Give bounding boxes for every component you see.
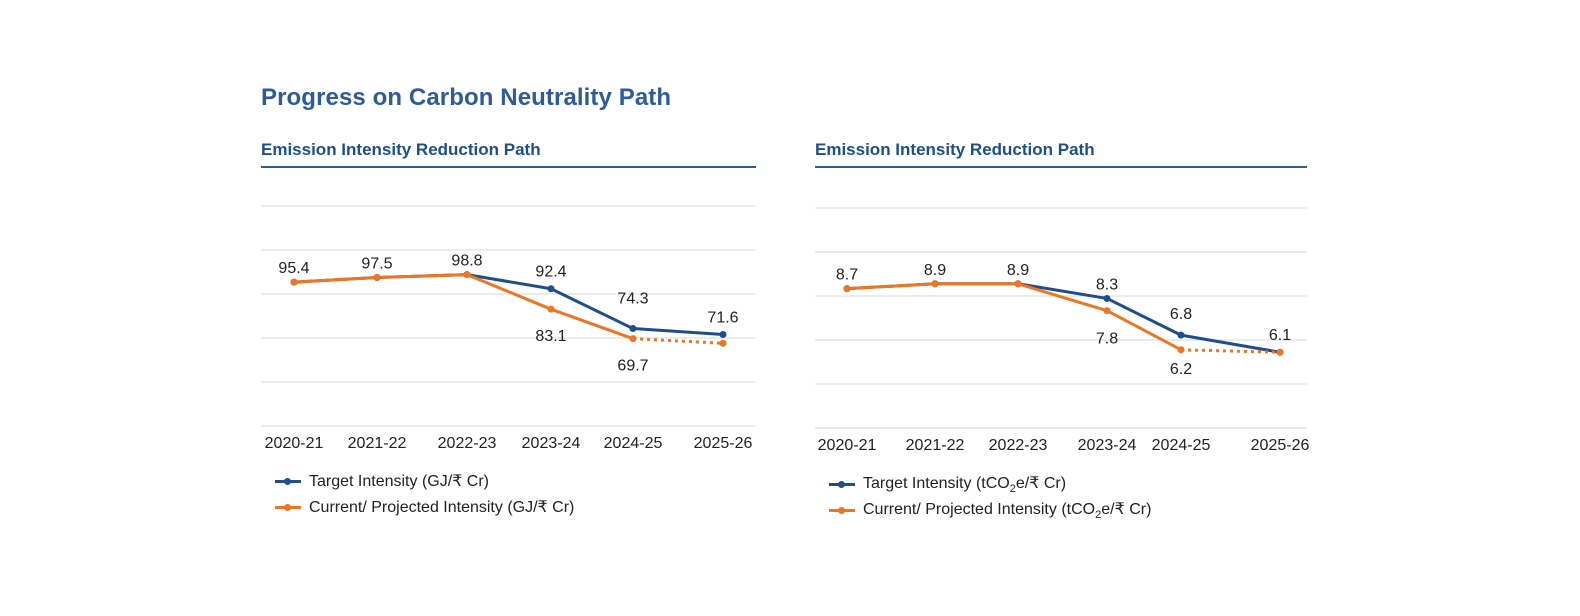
series-line-target — [846, 282, 1281, 354]
x-tick-label: 2025-26 — [1251, 437, 1310, 454]
data-label: 8.3 — [1096, 276, 1118, 293]
chart-legend: Target Intensity (tCO2e/₹ Cr) Current/ P… — [829, 471, 1151, 523]
x-tick-label: 2021-22 — [348, 435, 407, 452]
data-label: 8.9 — [924, 262, 946, 279]
data-point-target — [719, 330, 727, 338]
data-point-current — [931, 280, 939, 288]
data-label: 7.8 — [1096, 331, 1118, 348]
data-label: 95.4 — [278, 260, 309, 277]
legend-line-icon — [275, 501, 301, 513]
data-point-projected — [719, 339, 727, 347]
x-tick-label: 2023-24 — [522, 435, 581, 452]
x-tick-label: 2022-23 — [438, 435, 497, 452]
x-tick-label: 2020-21 — [265, 435, 324, 452]
legend-label: Target Intensity (tCO2e/₹ Cr) — [863, 474, 1067, 496]
series-line-target — [293, 273, 724, 336]
data-label: 6.8 — [1170, 306, 1192, 323]
data-point-target — [629, 325, 637, 333]
data-label: 97.5 — [361, 256, 392, 273]
x-tick-label: 2025-26 — [694, 435, 753, 452]
data-point-current — [373, 274, 381, 281]
data-point-target — [547, 285, 555, 293]
data-label: 98.8 — [451, 253, 482, 270]
series-line-projected — [1180, 348, 1281, 354]
legend-line-icon — [829, 478, 855, 490]
data-point-current — [290, 278, 298, 286]
data-point-current — [1177, 346, 1185, 354]
data-label: 74.3 — [617, 291, 648, 308]
data-label: 8.9 — [1007, 262, 1029, 279]
x-tick-label: 2024-25 — [604, 435, 663, 452]
legend-item-target[interactable]: Target Intensity (tCO2e/₹ Cr) — [829, 471, 1151, 497]
legend-line-icon — [829, 504, 855, 516]
legend-label: Current/ Projected Intensity (GJ/₹ Cr) — [309, 499, 575, 516]
legend-item-target[interactable]: Target Intensity (GJ/₹ Cr) — [275, 468, 574, 494]
chart-legend: Target Intensity (GJ/₹ Cr) Current/ Proj… — [275, 468, 574, 520]
chart-title: Emission Intensity Reduction Path — [261, 140, 756, 168]
chart-panel-energy: Emission Intensity Reduction Path 2020-2… — [261, 140, 756, 516]
chart-title: Emission Intensity Reduction Path — [815, 140, 1307, 168]
x-tick-label: 2024-25 — [1152, 437, 1211, 454]
data-label: 69.7 — [617, 358, 648, 375]
data-label: 6.2 — [1170, 361, 1192, 378]
legend-line-icon — [275, 475, 301, 487]
data-label: 83.1 — [535, 328, 566, 345]
chart-panel-emissions: Emission Intensity Reduction Path 2020-2… — [815, 140, 1309, 521]
legend-label: Current/ Projected Intensity (tCO2e/₹ Cr… — [863, 500, 1152, 522]
data-point-current — [463, 271, 471, 279]
data-point-current — [1014, 280, 1022, 288]
data-point-current — [1103, 307, 1111, 315]
data-point-target — [1177, 331, 1185, 339]
x-tick-label: 2020-21 — [818, 437, 877, 454]
x-tick-label: 2023-24 — [1078, 437, 1137, 454]
data-point-current — [629, 335, 637, 343]
series-line-current — [293, 273, 634, 341]
series-line-projected — [632, 337, 724, 345]
data-point-target — [1103, 294, 1111, 302]
legend-item-current[interactable]: Current/ Projected Intensity (GJ/₹ Cr) — [275, 494, 574, 520]
energy-intensity-chart: 2020-21 2021-22 2022-23 2023-24 2024-25 2025-… — [261, 205, 756, 452]
legend-label: Target Intensity (GJ/₹ Cr) — [309, 473, 489, 490]
data-point-current — [547, 305, 555, 313]
data-label: 6.1 — [1269, 327, 1291, 344]
x-tick-label: 2021-22 — [906, 437, 965, 454]
data-label: 8.7 — [836, 267, 858, 284]
x-tick-label: 2022-23 — [989, 437, 1048, 454]
page-title: Progress on Carbon Neutrality Path — [261, 84, 672, 111]
data-point-projected — [1276, 348, 1284, 356]
data-point-current — [843, 285, 851, 293]
data-label: 92.4 — [535, 264, 566, 281]
data-label: 71.6 — [707, 309, 738, 326]
emission-intensity-chart: 2020-21 2021-22 2022-23 2023-24 2024-25 2025-… — [815, 207, 1310, 454]
legend-item-current[interactable]: Current/ Projected Intensity (tCO2e/₹ Cr… — [829, 497, 1151, 523]
